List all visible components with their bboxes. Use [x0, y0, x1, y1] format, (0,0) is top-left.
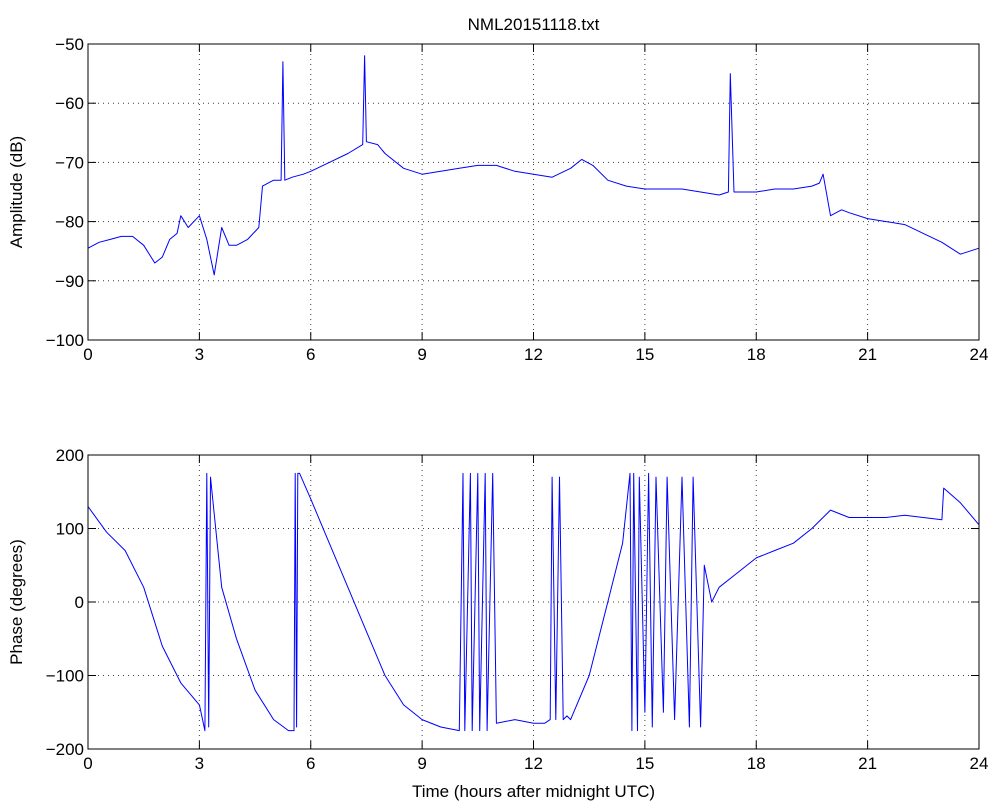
amplitude-x-tick-labels: 0 3 6 9 12 15 18 21 24 [83, 345, 988, 364]
phase-x-tick-label: 12 [524, 754, 543, 773]
amplitude-x-tick-label: 18 [747, 345, 766, 364]
phase-y-tick-label: 200 [56, 446, 84, 465]
amplitude-x-tick-label: 15 [635, 345, 654, 364]
amplitude-y-tick-label: −50 [55, 35, 84, 54]
phase-y-tick-label: 0 [75, 593, 84, 612]
phase-y-tick-labels: −200 −100 0 100 200 [46, 446, 84, 759]
phase-x-tick-label: 9 [417, 754, 426, 773]
amplitude-y-tick-label: −80 [55, 213, 84, 232]
amplitude-x-tick-label: 12 [524, 345, 543, 364]
amplitude-y-axis-label: Amplitude (dB) [7, 136, 26, 248]
amplitude-grid [88, 44, 979, 340]
amplitude-y-tick-label: −60 [55, 94, 84, 113]
phase-x-tick-label: 15 [635, 754, 654, 773]
amplitude-axes-frame [87, 43, 980, 341]
amplitude-y-tick-label: −90 [55, 272, 84, 291]
amplitude-y-tick-labels: −100 −90 −80 −70 −60 −50 [46, 35, 84, 350]
phase-y-tick-label: 100 [56, 520, 84, 539]
amplitude-series-line [87, 55, 980, 276]
phase-x-axis-label: Time (hours after midnight UTC) [412, 782, 655, 801]
phase-y-axis-label: Phase (degrees) [7, 539, 26, 665]
amplitude-y-tick-label: −100 [46, 331, 84, 350]
phase-x-tick-label: 6 [306, 754, 315, 773]
phase-x-tick-label: 0 [83, 754, 92, 773]
amplitude-x-tick-label: 21 [858, 345, 877, 364]
amplitude-x-tick-label: 24 [970, 345, 989, 364]
phase-x-tick-labels: 0 3 6 9 12 15 18 21 24 [83, 754, 988, 773]
phase-y-tick-label: −100 [46, 667, 84, 686]
chart-title: NML20151118.txt [468, 15, 600, 34]
phase-x-tick-label: 21 [858, 754, 877, 773]
phase-axes-frame [87, 454, 980, 750]
amplitude-x-tick-label: 3 [195, 345, 204, 364]
amplitude-x-tick-label: 9 [417, 345, 426, 364]
amplitude-panel: 0 3 6 9 12 15 18 21 24 −100 −90 −80 −70 −60 −50 NML20… [7, 15, 988, 364]
phase-panel: 0 3 6 9 12 15 18 21 24 −200 −100 0 100 200 Phase (de… [7, 446, 988, 801]
phase-x-tick-label: 3 [195, 754, 204, 773]
amplitude-y-tick-label: −70 [55, 153, 84, 172]
phase-y-tick-label: −200 [46, 740, 84, 759]
amplitude-x-tick-label: 6 [306, 345, 315, 364]
phase-series-line [87, 472, 980, 732]
amplitude-x-tick-label: 0 [83, 345, 92, 364]
phase-x-tick-label: 18 [747, 754, 766, 773]
phase-x-tick-label: 24 [970, 754, 989, 773]
